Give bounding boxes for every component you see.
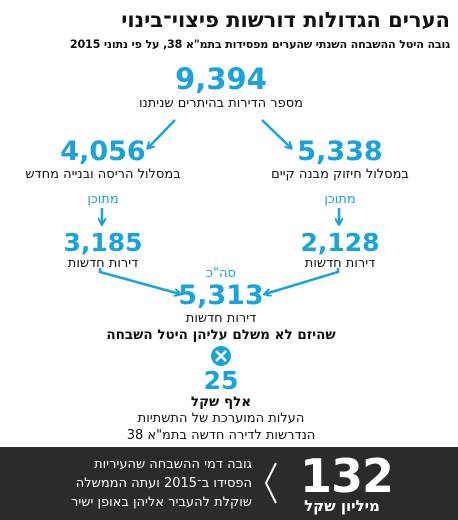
multiplier-desc-line2: הנדרשות לדירה חדשה בתמ"א 38 — [126, 428, 316, 443]
left-branch-label: במסלול הריסה ובנייה מחדש — [25, 167, 181, 182]
right-branch-value: 5,338 — [297, 136, 383, 167]
result-footer: 132 מיליון שקל גובה דמי ההשבחה שהעיריות … — [0, 447, 458, 520]
total-label: מספר הדירות בהיתרים שניתנו — [139, 96, 303, 111]
connector-right — [265, 268, 340, 294]
left-branch-sub-value: 3,185 — [63, 228, 143, 257]
page-title: הערים הגדולות דורשות פיצוי־בינוי — [121, 8, 450, 32]
result-desc-line3: שוקלת להעביר אליהן באופן ישיר — [70, 495, 252, 510]
total-value: 9,394 — [175, 62, 267, 96]
multiplier-unit: אלף שקל — [190, 394, 252, 410]
result-unit: מיליון שקל — [304, 497, 380, 515]
result-description: גובה דמי ההשבחה שהעיריות הפסידו ב־2015 ו… — [71, 455, 252, 512]
sum-prefix: סה"כ — [206, 266, 236, 281]
right-branch-label: במסלול חיזוק מבנה קיים — [271, 167, 409, 182]
page-subtitle: גובה היטל ההשבחה השנתי שהערים מפסידות בת… — [69, 38, 450, 51]
arrow-to-left-branch — [148, 119, 176, 148]
result-desc-line1: גובה דמי ההשבחה שהעיריות — [94, 457, 252, 472]
multiply-icon — [211, 346, 231, 366]
left-branch-value: 4,056 — [60, 136, 146, 167]
sum-value: 5,313 — [178, 280, 264, 311]
right-branch-sub-value: 2,128 — [300, 228, 380, 257]
result-desc-line2: הפסידו ב־2015 ועתה הממשלה — [75, 476, 252, 491]
result-value: 132 — [300, 449, 394, 503]
right-branch-sub-label: מתוכן — [324, 192, 356, 207]
right-branch-sub-value-label: דירות חדשות — [304, 256, 376, 271]
bracket-icon — [264, 462, 277, 504]
left-branch-sub-label: מתוכן — [87, 192, 119, 207]
sum-note: שהיזם לא משלם עליהן היטל השבחה — [106, 327, 336, 343]
multiplier-value: 25 — [203, 366, 239, 395]
sum-label: דירות חדשות — [185, 311, 257, 326]
arrow-to-right-branch — [261, 119, 291, 148]
connector-left — [98, 268, 180, 294]
multiplier-desc-line1: העלות המוערכת של התשתיות — [137, 411, 305, 426]
left-branch-sub-value-label: דירות חדשות — [67, 256, 139, 271]
